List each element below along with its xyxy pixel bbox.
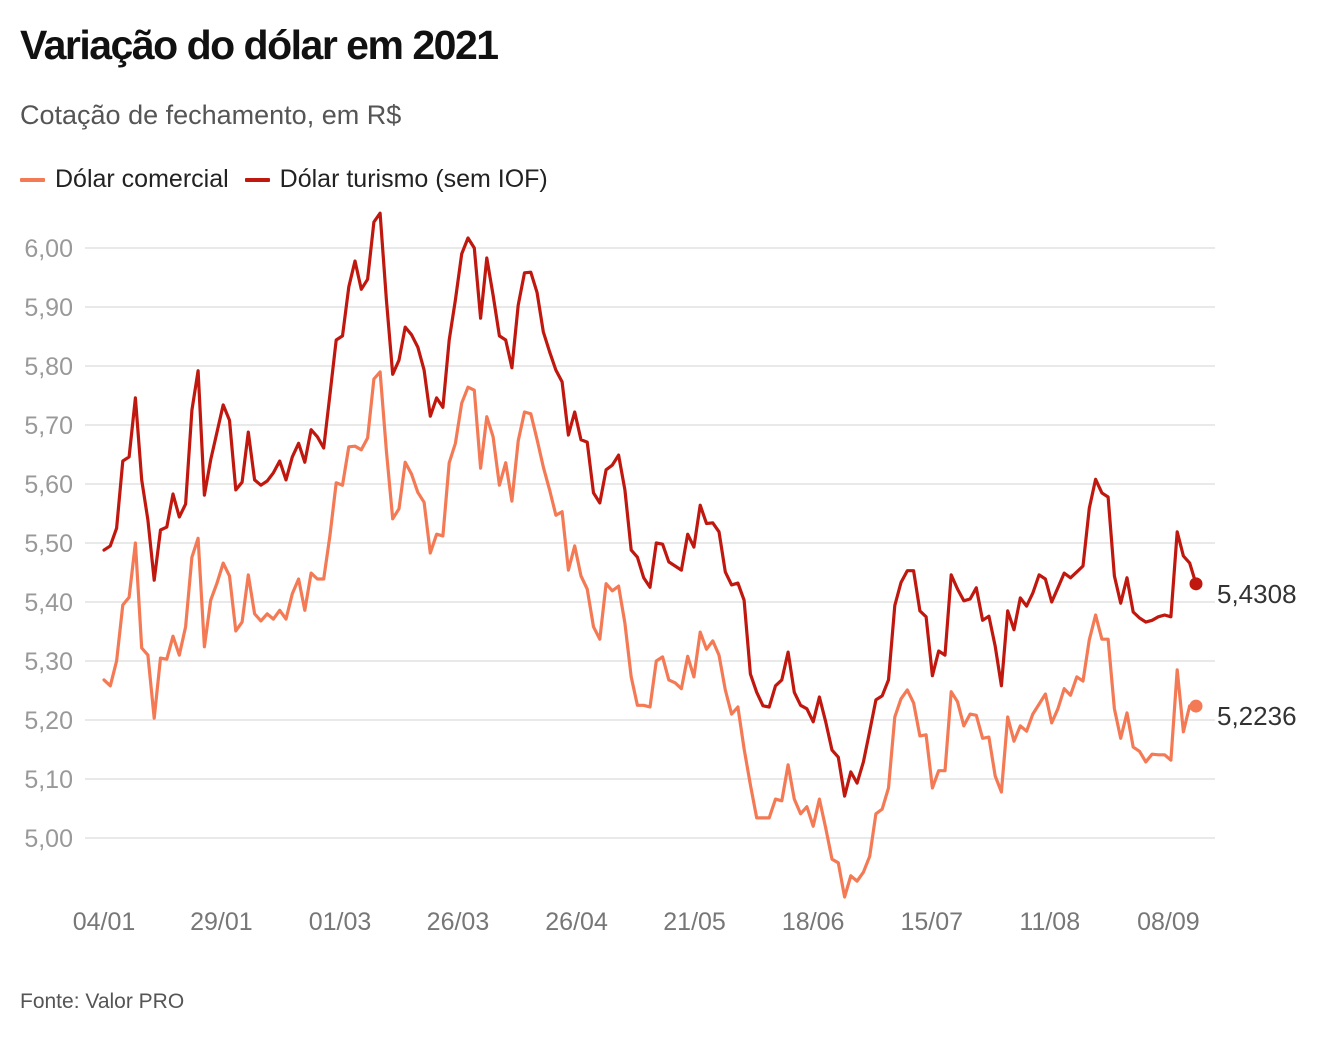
y-tick-label: 5,70: [24, 412, 73, 440]
legend-label-turismo: Dólar turismo (sem IOF): [279, 165, 548, 193]
x-axis-ticks: 04/01 29/01 01/03 26/03 26/04 21/05 18/06 15/07…: [73, 908, 1200, 936]
legend-swatch-comercial: [20, 177, 45, 182]
y-tick-label: 5,40: [24, 589, 73, 617]
x-tick-label: 29/01: [190, 908, 253, 936]
chart-subtitle: Cotação de fechamento, em R$: [20, 100, 402, 130]
series: [102, 211, 1198, 899]
y-tick-label: 5,00: [24, 825, 73, 853]
x-tick-label: 15/07: [901, 908, 964, 936]
y-tick-label: 6,00: [24, 235, 73, 263]
y-tick-label: 5,50: [24, 530, 73, 558]
x-tick-label: 01/03: [309, 908, 372, 936]
x-tick-label: 21/05: [663, 908, 726, 936]
legend-swatch-turismo: [244, 177, 270, 182]
x-tick-label: 11/08: [1019, 908, 1080, 936]
y-tick-label: 5,90: [24, 294, 73, 322]
legend-label-comercial: Dólar comercial: [55, 165, 229, 193]
chart-title: Variação do dólar em 2021: [20, 22, 499, 68]
y-tick-label: 5,10: [24, 766, 73, 794]
x-tick-label: 26/04: [545, 908, 608, 936]
y-tick-label: 5,60: [24, 471, 73, 499]
y-tick-label: 5,20: [24, 707, 73, 735]
series-line-comercial: [102, 370, 1198, 899]
x-tick-label: 18/06: [782, 908, 845, 936]
y-tick-label: 5,30: [24, 648, 73, 676]
end-label-comercial: 5,2236: [1217, 701, 1297, 731]
legend: Dólar comercial Dólar turismo (sem IOF): [20, 165, 564, 194]
series-line-turismo: [102, 211, 1198, 798]
x-tick-label: 04/01: [73, 908, 136, 936]
source-note: Fonte: Valor PRO: [20, 990, 185, 1013]
end-label-turismo: 5,4308: [1217, 579, 1297, 609]
y-axis-ticks: 5,00 5,10 5,20 5,30 5,40 5,50 5,60 5,70 5,80 5,90…: [24, 235, 73, 853]
legend-item-comercial: Dólar comercial: [20, 165, 229, 194]
x-tick-label: 08/09: [1137, 908, 1200, 936]
legend-item-turismo: Dólar turismo (sem IOF): [244, 165, 548, 194]
gridlines: [85, 247, 1215, 839]
end-marker-turismo: [1189, 577, 1203, 591]
x-tick-label: 26/03: [427, 908, 490, 936]
end-marker-comercial: [1189, 699, 1203, 713]
y-tick-label: 5,80: [24, 353, 73, 381]
end-markers: 5,2236 5,4308: [1189, 577, 1297, 731]
